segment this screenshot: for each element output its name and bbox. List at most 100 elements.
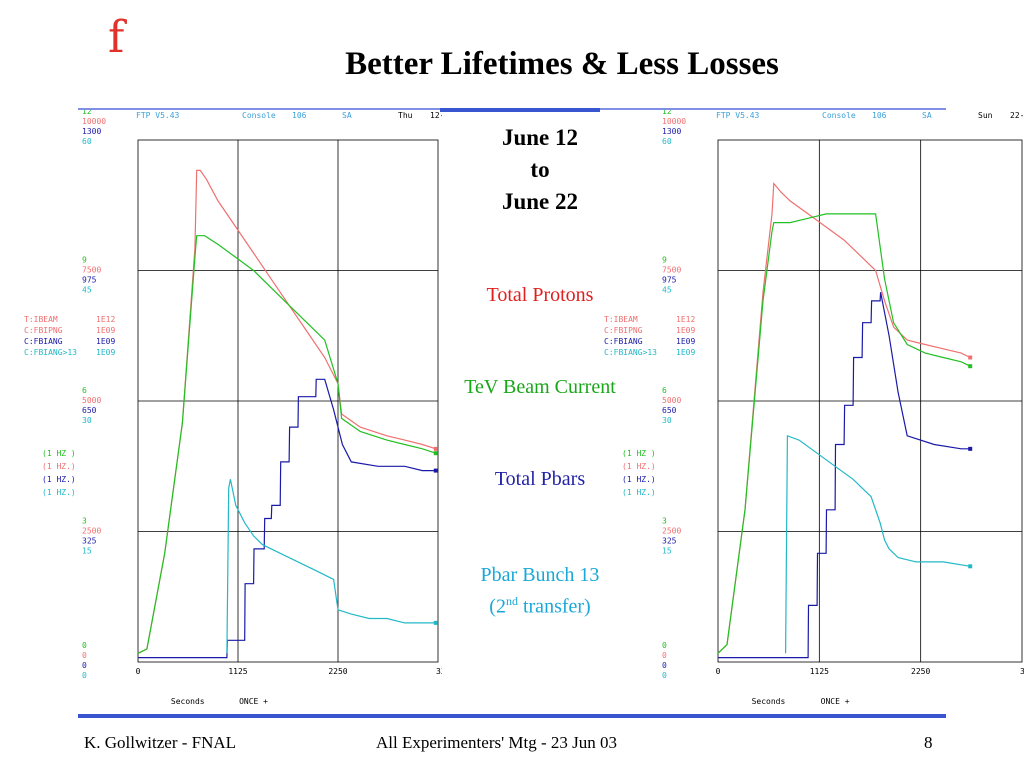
- y-tick-label: 0: [82, 641, 87, 650]
- series-line-green: [717, 213, 971, 654]
- x-tick-label: 2250: [328, 667, 347, 676]
- x-tick-label: 1125: [810, 667, 829, 676]
- y-tick-label: 30: [82, 416, 92, 425]
- series-end-marker-blue: [968, 446, 973, 451]
- y-tick-label: 0: [662, 641, 667, 650]
- series-end-marker-cyan: [433, 620, 438, 625]
- label-tev-beam-current: TeV Beam Current: [464, 376, 616, 398]
- y-tick-label: 325: [662, 537, 677, 546]
- y-tick-label: 975: [82, 276, 97, 285]
- rate-label: (1 HZ.): [42, 488, 76, 497]
- y-tick-label: 2500: [82, 527, 101, 536]
- y-tick-label: 1300: [662, 127, 681, 136]
- header-app: FTP V5.43: [716, 111, 760, 120]
- param-unit: 1E09: [96, 337, 115, 346]
- header-app: FTP V5.43: [136, 111, 180, 120]
- y-tick-label: 7500: [82, 266, 101, 275]
- y-tick-label: 0: [82, 671, 87, 680]
- label-pbar-bunch: Pbar Bunch 13 (2nd transfer): [440, 562, 640, 620]
- series-end-marker-blue: [433, 468, 438, 473]
- header-console-number: 106: [872, 111, 887, 120]
- label-total-pbars: Total Pbars: [494, 468, 586, 490]
- y-tick-label: 10000: [662, 117, 686, 126]
- series-line-blue: [718, 292, 971, 659]
- y-tick-label: 3: [662, 517, 667, 526]
- date-start: June 12: [501, 125, 579, 150]
- header-day: Sun: [978, 111, 993, 120]
- header-console-number: 106: [292, 111, 307, 120]
- y-tick-label: 0: [82, 651, 87, 660]
- y-tick-label: 5000: [662, 396, 681, 405]
- x-axis-mode: ONCE +: [821, 697, 850, 706]
- top-rule-left: [78, 108, 440, 110]
- x-axis-mode: ONCE +: [239, 697, 268, 706]
- y-tick-label: 60: [662, 137, 672, 146]
- y-tick-label: 0: [662, 651, 667, 660]
- param-unit: 1E09: [676, 348, 695, 357]
- header-console-label: Console: [242, 111, 276, 120]
- x-tick-label: 0: [716, 667, 721, 676]
- param-name: T:IBEAM: [24, 315, 58, 324]
- header-date: 12-: [430, 111, 442, 120]
- y-tick-label: 12: [82, 110, 92, 116]
- label-pbar-bunch-line1: Pbar Bunch 13: [480, 564, 600, 586]
- label-pbar-bunch-line2: (2nd transfer): [440, 588, 640, 620]
- x-tick-label: 0: [136, 667, 141, 676]
- param-name: C:FBIPNG: [24, 326, 63, 335]
- top-rule-right: [600, 108, 946, 110]
- series-line-red: [717, 181, 971, 654]
- y-tick-label: 9: [662, 256, 667, 265]
- y-tick-label: 15: [82, 547, 92, 556]
- y-tick-label: 975: [662, 276, 677, 285]
- param-name: C:FBIPNG: [604, 326, 643, 335]
- left-plot: FTP V5.43Console106SAThu12-1210000130060…: [24, 110, 442, 706]
- y-tick-label: 2500: [662, 527, 681, 536]
- y-tick-label: 325: [82, 537, 97, 546]
- bottom-rule: [78, 714, 946, 718]
- rate-label: (1 HZ.): [622, 488, 656, 497]
- footer-meeting: All Experimenters' Mtg - 23 Jun 03: [376, 733, 618, 752]
- x-axis-label: Seconds: [171, 697, 205, 706]
- series-line-green: [137, 235, 436, 654]
- header-mode: SA: [342, 111, 352, 120]
- y-tick-label: 5000: [82, 396, 101, 405]
- y-tick-label: 15: [662, 547, 672, 556]
- right-plot: FTP V5.43 Console 106 SA Sun 22-1210000130060…: [604, 110, 1024, 706]
- label-pbar-bunch-post: transfer): [517, 595, 591, 618]
- y-tick-label: 9: [82, 256, 87, 265]
- y-tick-label: 10000: [82, 117, 106, 126]
- param-unit: 1E09: [96, 326, 115, 335]
- y-tick-label: 6: [82, 386, 87, 395]
- x-tick-label: 33: [436, 667, 442, 676]
- param-unit: 1E12: [96, 315, 115, 324]
- x-tick-label: 1125: [228, 667, 247, 676]
- y-tick-label: 650: [662, 406, 677, 415]
- date-end: June 22: [501, 189, 579, 214]
- y-tick-label: 45: [662, 286, 672, 295]
- header-console-label: Console: [822, 111, 856, 120]
- y-tick-label: 650: [82, 406, 97, 415]
- series-end-marker-red: [433, 446, 438, 451]
- x-tick-label: 2250: [911, 667, 930, 676]
- x-axis-label: Seconds: [752, 697, 786, 706]
- label-pbar-bunch-sup: nd: [505, 594, 518, 608]
- series-end-marker-green: [968, 364, 973, 369]
- y-tick-label: 60: [82, 137, 92, 146]
- label-total-protons: Total Protons: [486, 284, 594, 306]
- series-end-marker-green: [433, 451, 438, 456]
- y-tick-label: 45: [82, 286, 92, 295]
- y-tick-label: 6: [662, 386, 667, 395]
- rate-label: (1 HZ.): [42, 462, 76, 471]
- footer-page-number: 8: [924, 733, 933, 752]
- series-line-blue: [138, 378, 436, 659]
- param-name: C:FBIANG: [24, 337, 63, 346]
- param-name: C:FBIANG>13: [604, 348, 657, 357]
- header-mode: SA: [922, 111, 932, 120]
- rate-label: (1 HZ.): [42, 475, 76, 484]
- param-unit: 1E09: [676, 326, 695, 335]
- footer-author: K. Gollwitzer - FNAL: [84, 733, 237, 752]
- rate-label: (1 HZ ): [42, 449, 76, 458]
- y-tick-label: 30: [662, 416, 672, 425]
- param-unit: 1E09: [96, 348, 115, 357]
- rate-label: (1 HZ.): [622, 475, 656, 484]
